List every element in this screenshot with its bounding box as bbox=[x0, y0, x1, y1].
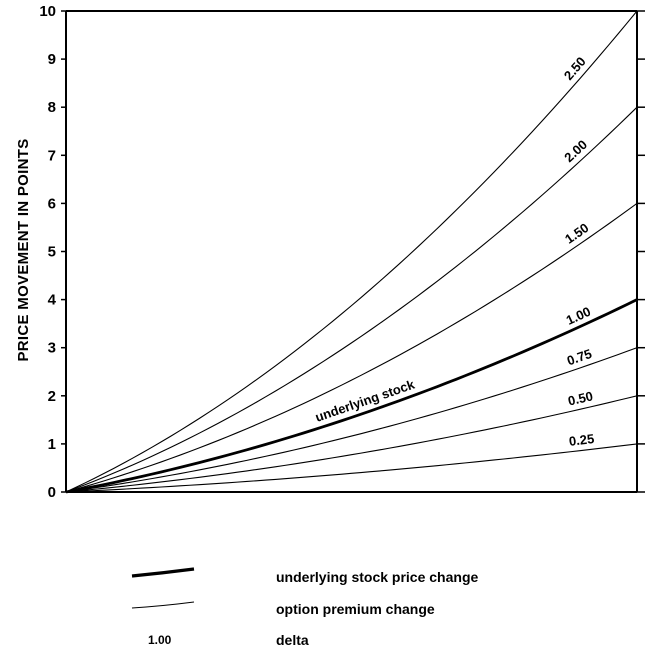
series-1.50-line bbox=[65, 202, 638, 493]
curves bbox=[65, 10, 638, 494]
series-1.00-line bbox=[65, 298, 638, 494]
y-axis-label: PRICE MOVEMENT IN POINTS bbox=[15, 138, 32, 361]
series-2.50-line bbox=[65, 10, 638, 493]
legend-label-option-premium: option premium change bbox=[276, 601, 435, 617]
y-tick-label: 3 bbox=[48, 340, 56, 357]
y-tick-label: 2 bbox=[48, 388, 56, 405]
series-2.00-label: 2.00 bbox=[561, 137, 590, 165]
legend-label-underlying: underlying stock price change bbox=[276, 569, 478, 585]
legend: underlying stock price change option pre… bbox=[131, 567, 478, 648]
series-0.25-label: 0.25 bbox=[568, 431, 595, 449]
y-ticks: 0 1 2 3 4 5 6 7 8 9 10 bbox=[39, 3, 645, 501]
legend-delta-symbol: 1.00 bbox=[148, 633, 172, 647]
y-tick-label: 1 bbox=[48, 436, 56, 453]
legend-label-delta: delta bbox=[276, 632, 309, 648]
series-0.75-line bbox=[65, 347, 638, 493]
legend-thick-line-icon bbox=[131, 567, 195, 578]
y-tick-label: 6 bbox=[48, 195, 56, 212]
series-1.50-label: 1.50 bbox=[562, 220, 591, 247]
y-tick-label: 4 bbox=[48, 292, 57, 309]
series-2.00-line bbox=[65, 106, 638, 493]
y-tick-label: 9 bbox=[48, 51, 56, 68]
series-1.00-label: 1.00 bbox=[564, 304, 593, 328]
y-tick-label: 0 bbox=[48, 484, 56, 501]
y-tick-label: 7 bbox=[48, 147, 56, 164]
y-tick-label: 5 bbox=[48, 244, 56, 261]
legend-thin-line-icon bbox=[131, 601, 195, 609]
series-0.25-line bbox=[65, 443, 638, 493]
y-tick-label: 10 bbox=[39, 3, 56, 20]
axes bbox=[65, 10, 638, 493]
series-2.50-label: 2.50 bbox=[561, 54, 589, 83]
series-0.50-line bbox=[65, 395, 638, 493]
series-0.50-label: 0.50 bbox=[566, 388, 594, 408]
y-tick-label: 8 bbox=[48, 99, 56, 116]
